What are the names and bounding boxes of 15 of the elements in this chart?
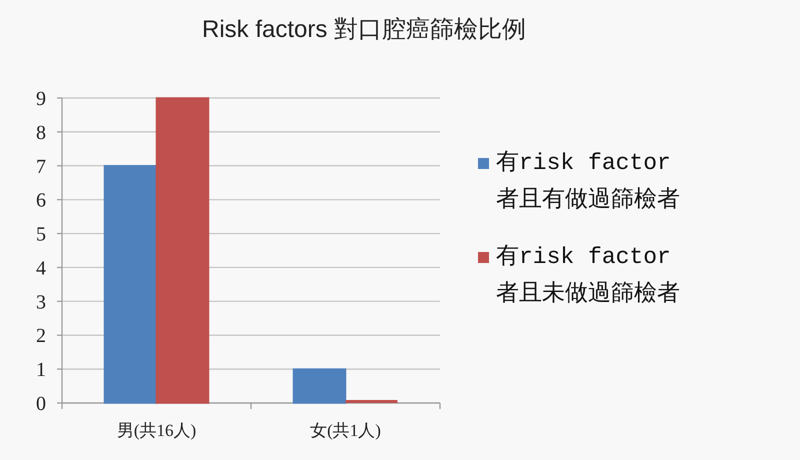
y-tick-label: 2 [36,325,46,348]
y-tick-label: 6 [36,190,46,212]
y-tick-label: 3 [36,291,46,314]
y-tick-label: 9 [36,88,46,110]
legend-label: 有risk factor者且有做過篩檢者 [496,149,681,215]
x-tick-label: 男(共16人) [116,421,196,440]
chart-title: Risk factors 對口腔癌篩檢比例 [202,16,526,43]
y-tick-label: 5 [36,224,46,246]
y-tick-label: 4 [36,257,46,280]
y-tick-label: 8 [36,122,46,144]
y-tick-label: 0 [36,393,46,415]
legend-label: 有risk factor者且未做過篩檢者 [496,243,681,309]
x-tick-label: 女(共1人) [310,421,381,440]
y-tick-label: 1 [36,359,46,382]
y-tick-label: 7 [36,156,46,178]
